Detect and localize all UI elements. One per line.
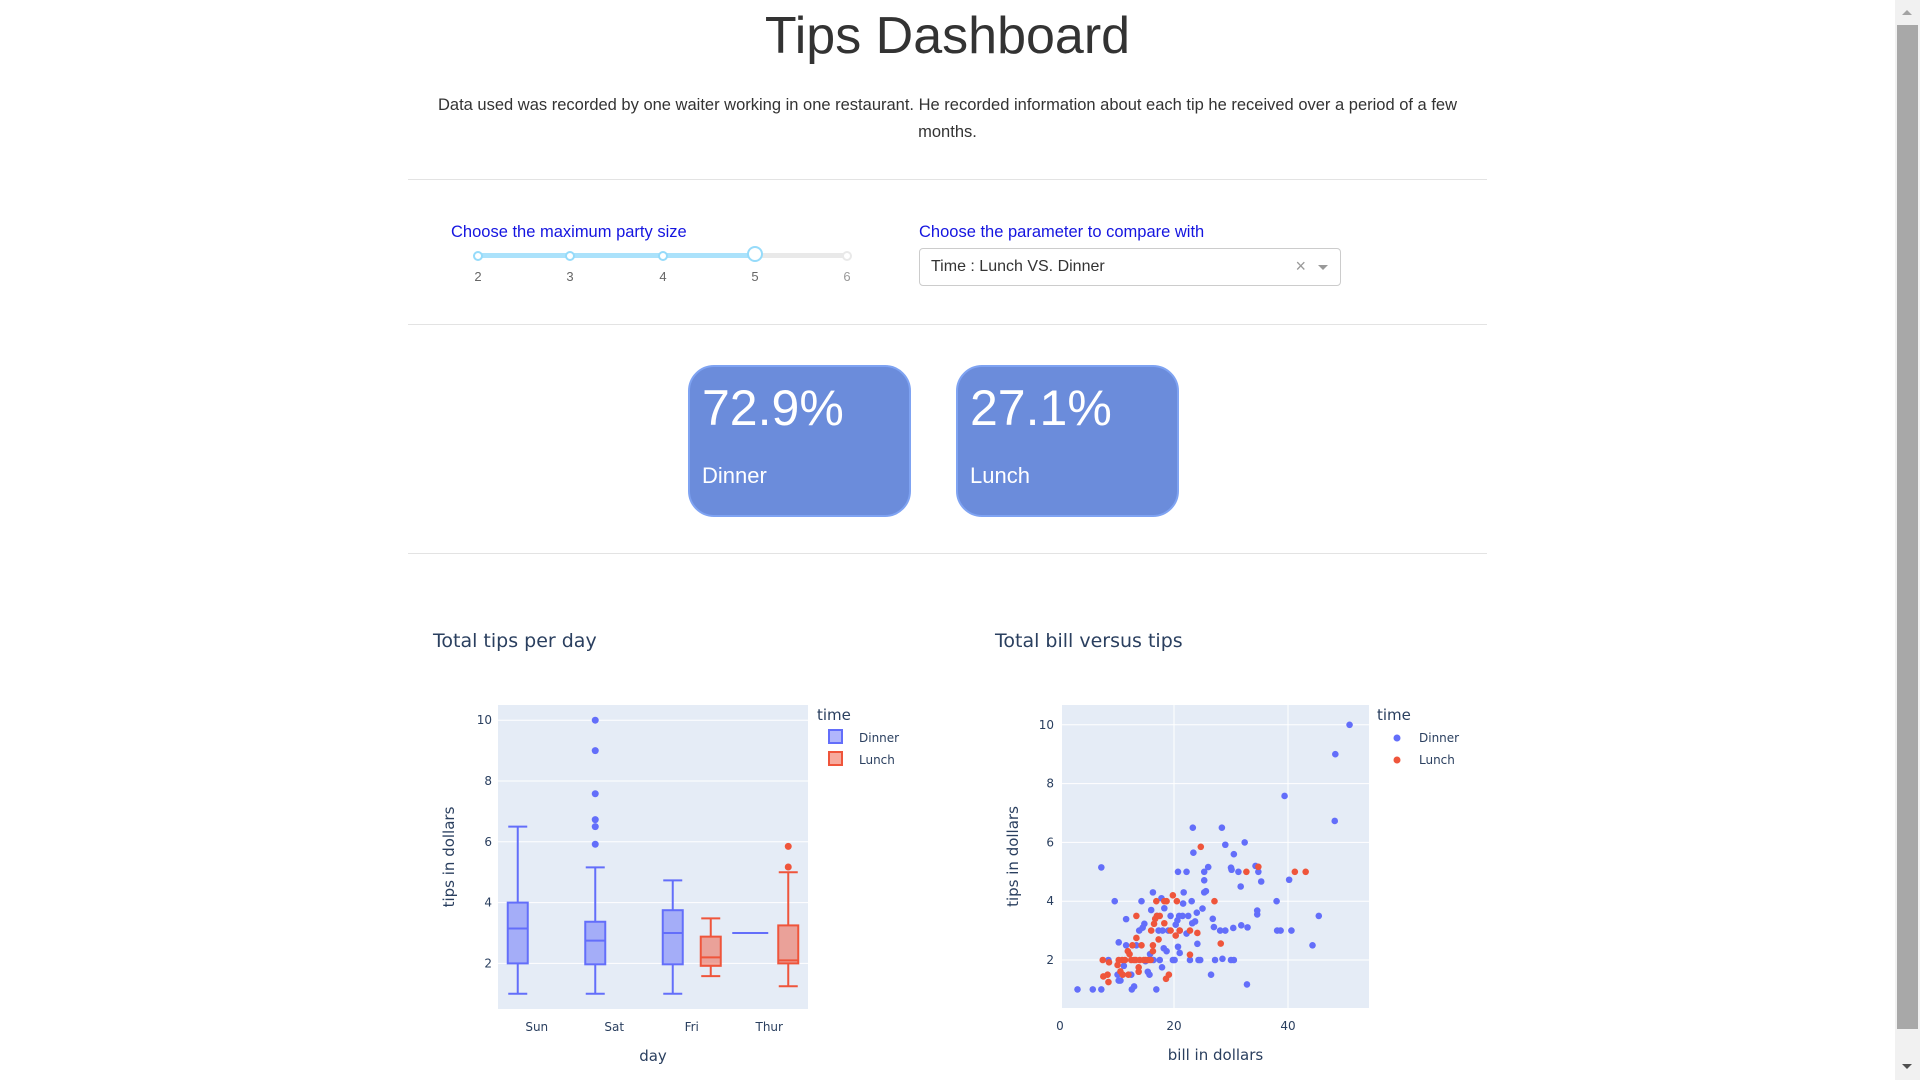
legend-item-lunch[interactable]: Lunch: [828, 751, 895, 767]
page-description: Data used was recorded by one waiter wor…: [438, 96, 1457, 141]
y-tick-label: 6: [484, 835, 492, 849]
stat-value: 27.1%: [970, 380, 1112, 436]
scatter-series-lunch[interactable]: [1099, 843, 1309, 986]
svg-text:Dinner: Dinner: [859, 731, 899, 745]
y-tick-label: 2: [484, 956, 492, 970]
x-tick-label: 20: [1166, 1019, 1181, 1033]
slider-mark-label[interactable]: 4: [659, 269, 667, 284]
slider-mark-dot[interactable]: [658, 251, 668, 261]
legend-item-dinner[interactable]: Dinner: [1393, 731, 1460, 745]
party-size-slider[interactable]: 2 3 4 5 6: [473, 246, 852, 287]
x-axis-title: bill in dollars: [1168, 1046, 1264, 1064]
y-tick-label: 6: [1046, 835, 1054, 849]
y-tick-label: 8: [484, 774, 492, 788]
slider-mark-dot[interactable]: [473, 251, 483, 261]
y-axis-title: tips in dollars: [1004, 806, 1022, 907]
x-tick-label: 0: [1056, 1019, 1064, 1033]
vertical-scrollbar[interactable]: [1895, 0, 1920, 1080]
scatter-plot[interactable]: 2 4 6 8 10 0 20 40 bill in dollars tips in dollar…: [980, 690, 1500, 1080]
legend-item-lunch[interactable]: Lunch: [1393, 753, 1455, 767]
slider-mark-dot[interactable]: [565, 251, 575, 261]
legend-title: time: [817, 706, 851, 724]
box-dinner-sat[interactable]: [584, 716, 607, 995]
x-axis-title: day: [639, 1047, 667, 1065]
y-tick-label: 4: [484, 896, 492, 910]
svg-text:Lunch: Lunch: [1419, 753, 1455, 767]
y-tick-label: 10: [477, 713, 492, 727]
divider: [408, 324, 1487, 325]
x-tick-label: Fri: [685, 1020, 699, 1034]
scrollbar-thumb[interactable]: [1897, 25, 1918, 1029]
slider-track-fill: [478, 253, 755, 258]
stat-value: 72.9%: [702, 380, 844, 436]
legend-title: time: [1377, 706, 1411, 724]
y-tick-label: 8: [1046, 777, 1054, 791]
slider-mark-label[interactable]: 6: [843, 269, 851, 284]
box-dinner-fri[interactable]: [661, 879, 684, 995]
box-lunch-thur[interactable]: [777, 842, 800, 988]
chevron-down-icon[interactable]: [1318, 265, 1328, 270]
divider: [408, 179, 1487, 180]
compare-parameter-dropdown[interactable]: Time : Lunch VS. Dinner ×: [919, 248, 1341, 286]
legend-item-dinner[interactable]: Dinner: [828, 729, 899, 745]
svg-text:Lunch: Lunch: [859, 753, 895, 767]
page-title: Tips Dashboard: [764, 7, 1131, 65]
compare-parameter-label: Choose the parameter to compare with: [919, 223, 1205, 241]
slider-mark-dot[interactable]: [842, 251, 852, 261]
box-dinner-sun[interactable]: [506, 825, 529, 995]
divider: [408, 553, 1487, 554]
slider-mark-label[interactable]: 2: [474, 269, 482, 284]
plot-area[interactable]: [498, 705, 808, 1009]
stat-label: Dinner: [702, 463, 767, 488]
y-axis-title: tips in dollars: [440, 806, 458, 907]
y-tick-label: 2: [1046, 953, 1054, 967]
x-tick-label: Thur: [755, 1020, 784, 1034]
box-lunch-fri[interactable]: [699, 917, 722, 978]
x-tick-label: 40: [1280, 1019, 1295, 1033]
y-tick-label: 4: [1046, 894, 1054, 908]
scroll-up-arrow-icon[interactable]: [1902, 10, 1912, 15]
party-size-label: Choose the maximum party size: [451, 223, 687, 241]
stat-card-dinner: 72.9% Dinner: [688, 365, 911, 517]
scroll-down-arrow-icon[interactable]: [1902, 1064, 1912, 1069]
stat-label: Lunch: [970, 463, 1030, 488]
clear-icon[interactable]: ×: [1295, 256, 1306, 276]
y-tick-label: 10: [1039, 718, 1054, 732]
x-tick-label: Sun: [525, 1020, 548, 1034]
box-chart-title: Total tips per day: [433, 630, 597, 652]
dropdown-selected-value: Time : Lunch VS. Dinner: [931, 258, 1105, 275]
x-tick-label: Sat: [604, 1020, 624, 1034]
scatter-chart-title: Total bill versus tips: [995, 630, 1183, 652]
stat-card-lunch: 27.1% Lunch: [956, 365, 1179, 517]
slider-handle[interactable]: [747, 246, 763, 262]
svg-text:Dinner: Dinner: [1419, 731, 1459, 745]
slider-mark-label[interactable]: 5: [751, 269, 759, 284]
box-plot[interactable]: 2 4 6 8 10 Sun Sat Fri Thur day tips in dollars tim…: [420, 690, 940, 1080]
slider-mark-label[interactable]: 3: [566, 269, 574, 284]
